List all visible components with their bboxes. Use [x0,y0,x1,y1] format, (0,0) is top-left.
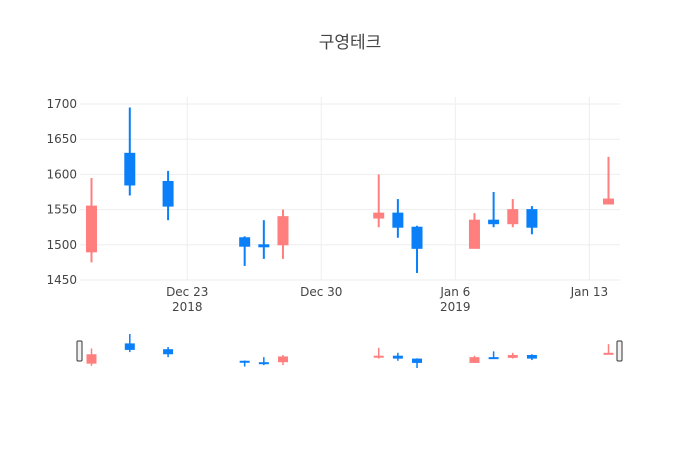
slider-candle-body [412,358,423,363]
slider-candle [488,351,499,360]
slider-candle [163,347,174,358]
slider-candle [373,347,384,359]
candle-body [258,244,270,248]
candle-body [411,226,423,249]
candle-body [526,209,538,228]
slider-candle [258,357,269,366]
slider-candle-body [603,352,614,355]
range-slider-right-handle[interactable] [616,340,623,362]
y-tick-label: 1550 [46,203,77,217]
y-tick-label: 1650 [46,132,77,146]
x-tick-sublabel: 2019 [440,300,471,314]
candle-increasing [277,209,289,259]
slider-candle-body [469,357,480,363]
slider-candle-body [258,362,269,365]
slider-candle-body [373,355,384,358]
x-tick-label: Dec 30 [300,285,342,299]
slider-candle-body [124,343,135,350]
candle-body [162,180,174,207]
candle-body [373,212,385,219]
y-tick-label: 1450 [46,273,77,287]
candle-body [85,205,97,253]
slider-candle [124,334,135,353]
candle-decreasing [124,107,136,196]
candle-body [124,152,136,186]
candle-body [507,209,519,225]
grid-layer [80,97,620,281]
candle-decreasing [162,170,174,221]
candle-decreasing [258,220,270,259]
y-tick-label: 1700 [46,97,77,111]
slider-candle [469,355,480,363]
candle-decreasing [392,199,404,238]
candle-body [239,237,251,247]
range-slider-left-handle[interactable] [76,340,83,362]
slider-candle-body [488,357,499,360]
candle-increasing [603,156,615,205]
candle-increasing [85,177,97,263]
slider-candle [239,360,250,367]
candle-increasing [507,199,519,228]
y-tick-label: 1600 [46,167,77,181]
range-slider[interactable] [76,334,623,368]
candles [85,107,615,273]
candle-body [603,198,615,205]
slider-candle [392,352,403,361]
slider-candle-body [163,349,174,355]
candle-decreasing [411,225,423,273]
slider-candle-body [239,360,250,363]
slider-candle [507,352,518,359]
chart-title: 구영테크 [319,33,382,53]
x-tick-sublabel: 2018 [172,300,203,314]
x-tick-label: Dec 23 [166,285,208,299]
x-tick-label: Jan 6 [439,285,470,299]
candle-decreasing [526,206,538,235]
slider-candle [526,354,537,361]
slider-candle-body [86,354,97,364]
candle-increasing [468,213,480,249]
y-axis-ticks: 1450 1500 1550 1600 1650 1700 [46,97,77,287]
candle-body [488,219,500,225]
slider-candle-body [392,355,403,359]
slider-candle-body [526,354,537,359]
candle-body [392,212,404,228]
slider-candle [412,358,423,368]
slider-candle-body [277,356,288,363]
candle-decreasing [488,192,500,228]
slider-candle [86,348,97,366]
candle-increasing [373,174,385,228]
candle-body [468,219,480,249]
slider-candle [277,354,288,366]
y-tick-label: 1500 [46,238,77,252]
slider-candle-body [507,354,518,358]
candle-body [277,216,289,246]
x-tick-label: Jan 13 [570,285,609,299]
slider-candle [603,344,614,355]
candle-decreasing [239,236,251,266]
